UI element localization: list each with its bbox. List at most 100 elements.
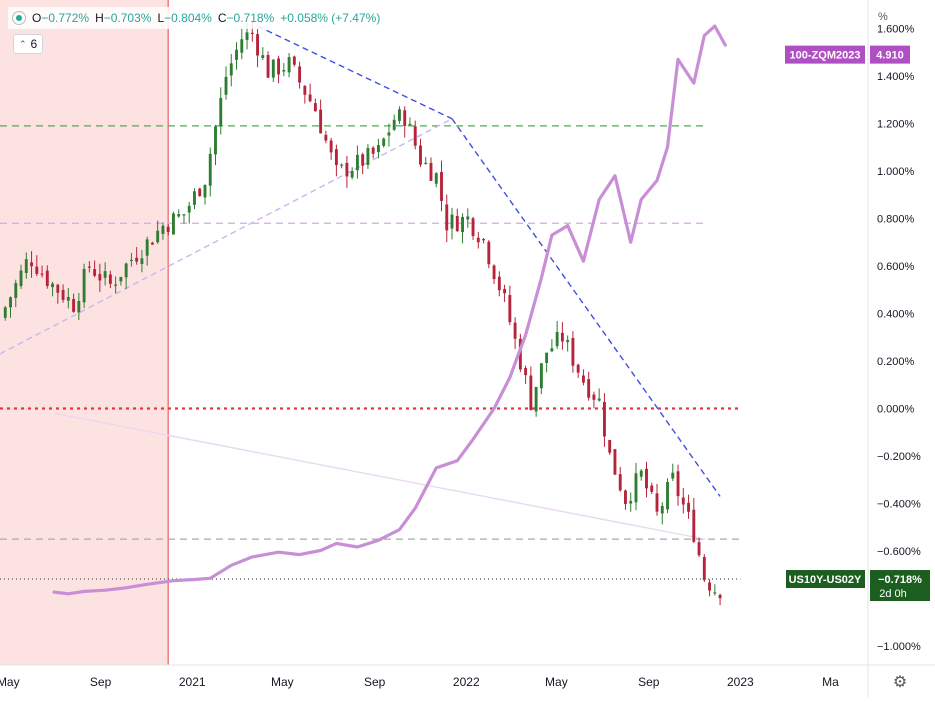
candle-body <box>440 171 443 201</box>
price-tick-label: 0.000% <box>877 404 915 416</box>
time-tick-label: May <box>271 675 294 689</box>
candle-body <box>150 242 154 245</box>
candle-body <box>613 449 617 475</box>
close-value: C−0.718% <box>217 11 275 25</box>
candle-body <box>676 471 680 497</box>
candle-body <box>503 288 507 294</box>
time-tick-label: Sep <box>364 675 386 689</box>
low-value: L−0.804% <box>157 11 212 25</box>
candle-body <box>319 109 323 134</box>
candle-body <box>193 191 196 205</box>
studies-toggle-button[interactable]: ⌃ 6 <box>13 34 44 54</box>
series-name-100-zqm2023: 100-ZQM2023 <box>790 50 861 62</box>
candle-body <box>424 162 428 165</box>
candle-body <box>524 368 528 376</box>
candle-body <box>371 147 375 154</box>
price-tick-label: −0.400% <box>877 499 921 511</box>
series-name-us10y-us02y: US10Y-US02Y <box>789 574 862 586</box>
candle-body <box>713 592 717 594</box>
candle-body <box>645 468 648 489</box>
candle-body <box>266 54 270 78</box>
candle-body <box>587 379 591 398</box>
series-value-badge <box>870 570 930 602</box>
candle-body <box>51 283 55 288</box>
candle-body <box>382 138 386 146</box>
candle-body <box>429 162 433 181</box>
candle-body <box>655 493 659 512</box>
candle-body <box>124 263 128 278</box>
candle-body <box>387 132 391 136</box>
candle-body <box>355 154 359 171</box>
candle-body <box>345 162 349 177</box>
candle-body <box>529 375 533 410</box>
candle-body <box>660 505 664 514</box>
price-tick-label: 1.200% <box>877 119 915 131</box>
candle-body <box>203 184 207 198</box>
candle-body <box>108 274 112 284</box>
candle-body <box>235 49 238 60</box>
shaded-region <box>0 0 169 665</box>
candle-body <box>639 470 643 477</box>
trend-line <box>257 25 453 120</box>
series-value-us10y-us02y: −0.718% <box>878 574 922 586</box>
candle-body <box>450 214 454 229</box>
candle-body <box>329 140 333 153</box>
candle-body <box>350 171 354 178</box>
candle-body <box>19 270 23 287</box>
candle-body <box>40 273 44 275</box>
candle-body <box>82 268 86 303</box>
gear-icon[interactable]: ⚙ <box>892 674 908 691</box>
candle-body <box>366 148 370 165</box>
candle-body <box>208 153 212 186</box>
candle-body <box>135 257 139 262</box>
candle-body <box>145 239 149 256</box>
candle-body <box>313 103 317 112</box>
candle-body <box>650 485 654 492</box>
candle-body <box>277 58 281 75</box>
candle-body <box>597 398 601 401</box>
candle-body <box>403 110 407 126</box>
chevron-up-icon: ⌃ <box>19 38 27 49</box>
price-tick-label: 1.400% <box>877 71 915 83</box>
price-tick-label: −1.000% <box>877 641 921 653</box>
candle-body <box>413 126 417 146</box>
studies-count: 6 <box>30 37 38 51</box>
open-value: O−0.772% <box>32 11 90 25</box>
candle-body <box>45 270 49 286</box>
candle-body <box>87 266 91 268</box>
candle-body <box>229 63 233 76</box>
change-value: +0.058% (+7.47%) <box>280 11 381 25</box>
time-tick-label: May <box>545 675 568 689</box>
candle-body <box>455 215 459 232</box>
candle-body <box>566 340 570 343</box>
trend-line <box>0 118 453 355</box>
candle-body <box>581 375 585 383</box>
candle-body <box>93 269 97 276</box>
price-tick-label: 0.800% <box>877 214 915 226</box>
candle-body <box>571 337 575 366</box>
candle-body <box>697 542 701 556</box>
candle-body <box>681 497 685 505</box>
candle-body <box>282 70 286 72</box>
candle-body <box>487 241 491 265</box>
candle-body <box>434 173 438 184</box>
candle-body <box>271 59 275 78</box>
candle-body <box>508 295 512 323</box>
candle-body <box>98 273 102 281</box>
candle-body <box>198 188 202 197</box>
visibility-toggle-icon[interactable] <box>12 11 26 25</box>
candle-body <box>555 332 559 347</box>
candle-body <box>72 298 76 312</box>
candle-body <box>256 34 259 56</box>
candle-body <box>629 500 633 504</box>
candle-body <box>292 56 296 65</box>
candle-body <box>466 216 470 220</box>
candle-body <box>408 123 412 126</box>
candle-body <box>476 237 480 243</box>
candle-body <box>250 32 254 34</box>
price-tick-label: 0.200% <box>877 356 915 368</box>
candle-body <box>77 301 81 313</box>
candle-body <box>634 473 638 503</box>
candle-body <box>308 94 312 102</box>
